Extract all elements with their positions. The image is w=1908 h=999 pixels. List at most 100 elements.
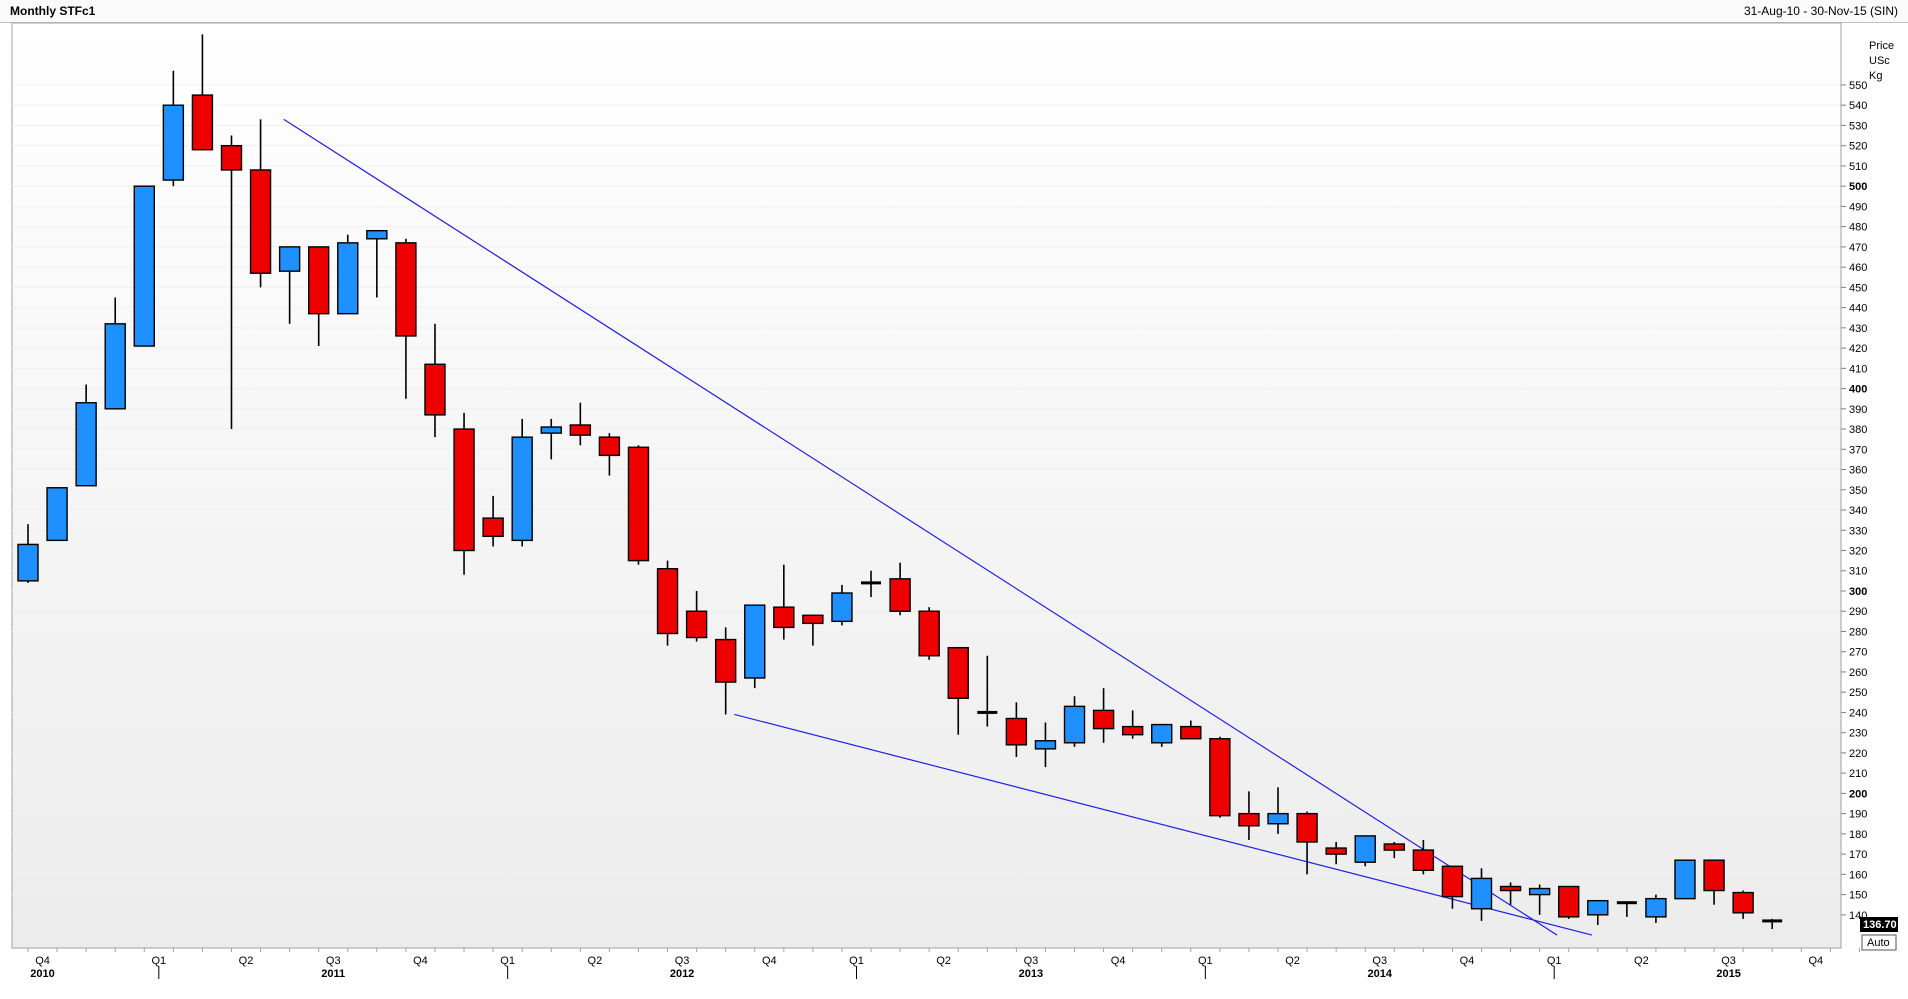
y-tick-label: 160 — [1849, 869, 1867, 881]
candle-body — [977, 710, 998, 714]
quarter-label: Q2 — [1285, 955, 1300, 967]
candle — [569, 402, 592, 446]
candle-body — [744, 604, 766, 679]
quarter-label: Q3 — [675, 955, 690, 967]
candle — [656, 560, 679, 646]
y-tick-label: 490 — [1849, 201, 1867, 213]
year-label: 2014 — [1368, 968, 1393, 980]
candle — [46, 487, 68, 542]
candle-body — [1470, 877, 1493, 910]
candle-body — [889, 578, 911, 612]
candle-body — [249, 169, 272, 274]
candle — [1267, 787, 1289, 834]
candle — [861, 570, 882, 598]
y-tick-label: 480 — [1849, 222, 1867, 234]
candle-body — [1354, 835, 1376, 863]
quarter-label: Q1 — [151, 955, 166, 967]
y-tick-label: 510 — [1849, 161, 1867, 173]
year-label: 2013 — [1019, 968, 1043, 980]
date-range: 31-Aug-10 - 30-Nov-15 (SIN) — [1743, 4, 1898, 18]
candle — [598, 433, 621, 476]
trendlines — [283, 118, 1593, 936]
candle — [889, 562, 911, 616]
candle — [1063, 696, 1086, 747]
candle — [337, 234, 359, 315]
y-tick-label: 390 — [1849, 404, 1867, 416]
plot-area[interactable] — [11, 22, 1842, 949]
candle-body — [1151, 723, 1173, 744]
candle-body — [1499, 885, 1522, 892]
candle — [1412, 839, 1435, 875]
candle — [308, 246, 330, 347]
candle — [1703, 859, 1725, 905]
candle-body — [1383, 843, 1405, 851]
y-tick-label: 200 — [1849, 788, 1867, 800]
candle-body — [714, 638, 737, 683]
candle-body — [75, 402, 97, 487]
candle — [249, 119, 272, 288]
y-tick-label: 270 — [1849, 647, 1867, 659]
y-tick-label: 440 — [1849, 303, 1867, 315]
candle — [424, 323, 446, 438]
y-tick-label: 170 — [1849, 849, 1867, 861]
quarter-label: Q2 — [1634, 955, 1649, 967]
scale-mode-label: Auto — [1867, 937, 1890, 949]
trendline — [283, 118, 1558, 936]
candle — [540, 418, 562, 460]
candle-body — [366, 229, 388, 240]
candle — [511, 418, 533, 547]
candle — [627, 445, 650, 565]
y-tick-label: 150 — [1849, 890, 1867, 902]
candle — [831, 584, 853, 626]
y-tick-label: 210 — [1849, 768, 1867, 780]
candle — [1587, 899, 1609, 925]
quarter-label: Q2 — [239, 955, 254, 967]
candle-body — [685, 610, 708, 639]
y-tick-label: 290 — [1849, 606, 1867, 618]
quarter-label: Q1 — [1198, 955, 1213, 967]
candle-body — [1034, 740, 1057, 750]
y-tick-label: 470 — [1849, 242, 1867, 254]
candle-body — [1005, 717, 1028, 746]
candle — [1616, 901, 1637, 917]
price-unit-label: Price — [1869, 40, 1894, 52]
y-axis: Price USc Kg 140150160170180190200210220… — [1840, 23, 1894, 948]
candle — [1470, 868, 1493, 921]
candle — [1558, 885, 1580, 919]
candle-body — [1645, 897, 1667, 918]
y-tick-label: 220 — [1849, 748, 1867, 760]
y-tick-label: 400 — [1849, 384, 1867, 396]
candle-body — [1558, 885, 1580, 918]
y-tick-label: 410 — [1849, 363, 1867, 375]
candle — [773, 564, 795, 640]
quarter-label: Q4 — [762, 955, 777, 967]
candle-body — [598, 436, 621, 457]
candle-body — [947, 646, 969, 699]
candle — [1383, 841, 1405, 859]
quarter-label: Q4 — [413, 955, 428, 967]
candle — [1499, 882, 1522, 905]
candle-body — [395, 242, 417, 337]
candle-body — [104, 323, 126, 410]
candle-body — [1063, 705, 1086, 744]
candle — [395, 238, 417, 399]
quarter-label: Q3 — [1721, 955, 1736, 967]
candle — [104, 297, 126, 410]
candle — [1441, 865, 1464, 909]
candle-body — [773, 606, 795, 629]
quarter-label: Q2 — [936, 955, 951, 967]
candle — [1645, 894, 1667, 923]
candle — [744, 604, 766, 689]
candle — [1209, 736, 1231, 818]
scale-mode-button[interactable]: Auto — [1861, 934, 1897, 951]
y-tick-label: 250 — [1849, 687, 1867, 699]
quarter-label: Q4 — [1111, 955, 1126, 967]
candle — [1325, 841, 1347, 865]
candle-body — [1762, 919, 1783, 923]
y-tick-label: 320 — [1849, 546, 1867, 558]
quarter-label: Q3 — [326, 955, 341, 967]
candle-body — [17, 543, 39, 582]
candle-body — [278, 246, 301, 272]
candle-body — [861, 581, 882, 585]
